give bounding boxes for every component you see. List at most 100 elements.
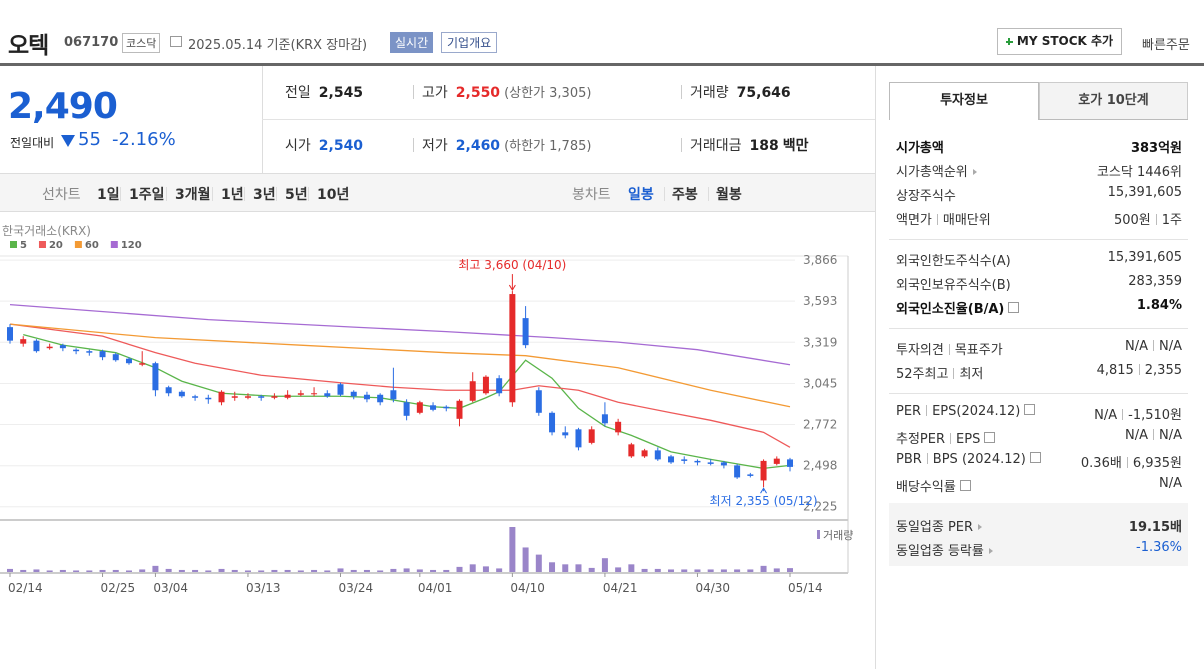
mystock-text: MY STOCK 추가 [1016, 34, 1114, 48]
info-row: 시가총액순위 코스닥 1446위 [896, 161, 1182, 181]
help-icon[interactable] [1029, 452, 1041, 463]
group-divider [889, 239, 1188, 240]
period-tab[interactable]: 1년 [221, 187, 244, 203]
period-tab[interactable]: 3년 [253, 187, 276, 203]
header-bar [0, 63, 1204, 66]
stat-value: 2,540 [318, 138, 364, 154]
change-label: 전일대비 [10, 136, 55, 150]
volume-bar [377, 570, 384, 572]
info-value-part: N/A [1159, 476, 1182, 491]
volume-bar [628, 564, 635, 572]
annotation: 최저 2,355 (05/12) [710, 494, 818, 508]
period-tab[interactable]: 3개월 [175, 187, 211, 203]
separator [308, 187, 309, 201]
mystock-button[interactable]: MY STOCK 추가 [997, 28, 1122, 55]
candle-body [787, 459, 793, 467]
candle-body [59, 345, 66, 349]
volume-bar [59, 569, 66, 572]
candle-body [522, 318, 529, 346]
stat-unit: 백만 [782, 138, 809, 154]
help-icon[interactable] [959, 480, 971, 491]
panel-tab[interactable]: 투자정보 [889, 82, 1039, 120]
volume-bar [482, 566, 489, 572]
volume-bar [773, 568, 780, 572]
candle-body [244, 396, 251, 398]
group-divider [889, 328, 1188, 329]
volume-bar [601, 558, 608, 572]
info-row: 시가총액 383억원 [896, 137, 1182, 157]
candle-body [773, 458, 780, 464]
info-value-part: -1,510원 [1128, 408, 1182, 423]
ma-line [9, 303, 791, 366]
stat-label: 저가 [422, 138, 448, 154]
period-tab[interactable]: 5년 [285, 187, 308, 203]
help-icon[interactable] [984, 432, 996, 443]
candle-body [73, 349, 80, 352]
info-row: 액면가 매매단위 500원 1주 [896, 209, 1182, 229]
candle-tab[interactable]: 일봉 [628, 187, 654, 203]
volume-bar [694, 569, 701, 572]
group-divider [889, 393, 1188, 394]
info-value-part: 283,359 [1128, 274, 1182, 289]
candle-tab[interactable]: 월봉 [716, 187, 742, 203]
realtime-badge[interactable]: 실시간 [390, 32, 434, 53]
separator [166, 187, 167, 201]
volume-bar [390, 568, 397, 572]
legend-label: 20 [49, 240, 63, 251]
info-label-part: 상장주식수 [896, 189, 956, 204]
candle-tab[interactable]: 주봉 [672, 187, 698, 203]
info-label: 외국인한도주식수(A) [896, 250, 1011, 269]
volume-bar [284, 569, 291, 572]
overview-dropdown[interactable]: 기업개요 [441, 32, 498, 53]
candle-body [443, 406, 450, 409]
info-value-part: 0.36배 [1080, 456, 1122, 471]
help-icon[interactable] [1008, 302, 1020, 313]
info-value-part: 500원 [1113, 213, 1151, 228]
divider [875, 66, 876, 669]
period-tab[interactable]: 10년 [317, 187, 350, 203]
tab-group-label: 선차트 [42, 187, 81, 203]
info-label: 배당수익률 [896, 476, 971, 495]
period-tab[interactable]: 1일 [97, 187, 120, 203]
info-value-part: 15,391,605 [1107, 250, 1182, 265]
volume-bar [178, 569, 185, 572]
candle-body [496, 378, 503, 394]
candle-body [549, 412, 556, 433]
info-label-part: EPS [956, 432, 981, 447]
candle-body [20, 339, 27, 344]
volume-label: 거래량 [823, 529, 853, 542]
info-value-part: 383억원 [1130, 141, 1182, 156]
candle-body [456, 400, 463, 419]
x-tick-label: 02/25 [101, 581, 136, 595]
info-label-part: EPS(2024.12) [932, 404, 1021, 419]
candle-body [7, 327, 13, 341]
stat-note: (하한가 1,785) [504, 139, 592, 154]
panel-tab[interactable]: 호가 10단계 [1039, 82, 1188, 120]
info-label-part: 매매단위 [942, 213, 991, 228]
info-value-part: 15,391,605 [1107, 185, 1182, 200]
volume-bar [99, 569, 106, 572]
info-value-part: 1주 [1161, 213, 1182, 228]
info-label-part: PBR [896, 452, 922, 467]
volume-bar [20, 569, 27, 572]
volume-bar [271, 569, 278, 572]
volume-bar [496, 568, 503, 572]
help-icon[interactable] [1024, 404, 1036, 415]
divider [262, 119, 875, 120]
candle-body [324, 393, 331, 397]
info-label-part: 시가총액순위 [896, 165, 968, 180]
x-tick-label: 02/14 [8, 581, 43, 595]
stat: 고가 2,550 (상한가 3,305) [422, 82, 591, 102]
stat-label: 시가 [285, 138, 311, 154]
pipe [948, 344, 950, 355]
candle-body [125, 358, 132, 364]
volume-bar [403, 568, 410, 572]
period-tab[interactable]: 1주일 [129, 187, 165, 203]
volume-legend-swatch [817, 530, 820, 539]
quick-order[interactable]: 빠른주문 [1142, 38, 1190, 53]
volume-bar [615, 567, 622, 572]
data-source: 한국거래소(KRX) [2, 224, 91, 238]
info-row: 상장주식수 15,391,605 [896, 185, 1182, 205]
info-label-part: 목표주가 [954, 343, 1003, 358]
candle-body [258, 396, 265, 398]
